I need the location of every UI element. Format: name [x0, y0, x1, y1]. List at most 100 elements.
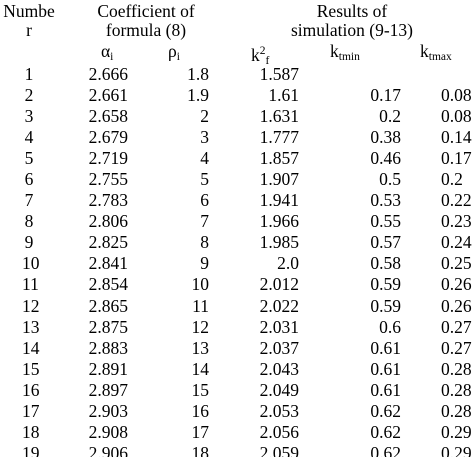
k2f-cell: 2.037 [259, 337, 299, 358]
alpha-cell: 2.783 [88, 190, 128, 211]
ktmax-cell: 0.27 [441, 337, 472, 358]
ktmax-cell: 0.08 [441, 85, 472, 106]
ktmax-cell: 0.22 [441, 190, 472, 211]
alpha-column-header: αi [101, 42, 113, 67]
alpha-cell: 2.755 [88, 169, 128, 190]
number-cell: 11 [22, 274, 39, 295]
table-row: 18 2.908 17 2.056 0.62 0.29 [0, 422, 474, 443]
k2f-cell: 1.587 [259, 64, 299, 84]
rho-cell: 11 [192, 295, 209, 316]
table-row: 1 2.666 1.8 1.587 [0, 64, 474, 85]
k2f-superscript: 2 [259, 45, 266, 57]
ktmax-cell: 0.29 [441, 421, 472, 442]
number-cell: 2 [24, 85, 34, 106]
k2f-cell: 1.941 [259, 190, 299, 211]
ktmin-subscript: tmin [338, 51, 360, 63]
rho-cell: 3 [200, 127, 209, 148]
k2f-cell: 1.907 [259, 169, 299, 190]
alpha-cell: 2.806 [88, 211, 128, 232]
ktmax-cell: 0.23 [441, 211, 472, 232]
ktmax-cell: 0.08 [441, 106, 472, 127]
ktmin-cell: 0.57 [370, 232, 401, 253]
rho-cell: 5 [200, 169, 209, 190]
alpha-cell: 2.908 [88, 421, 128, 442]
table-body: 1 2.666 1.8 1.587 2 2.661 1.9 1.61 0.17 … [0, 64, 474, 457]
table-row: 15 2.891 14 2.043 0.61 0.28 [0, 359, 474, 380]
alpha-cell: 2.875 [88, 316, 128, 337]
number-cell: 4 [24, 127, 34, 148]
number-cell: 7 [24, 190, 34, 211]
ktmin-cell: 0.61 [370, 379, 401, 400]
alpha-cell: 2.825 [88, 232, 128, 253]
alpha-cell: 2.658 [88, 106, 128, 127]
ktmax-cell: 0.17 [441, 148, 472, 169]
ktmin-cell: 0.53 [370, 190, 401, 211]
k2f-symbol: k [251, 45, 260, 65]
rho-cell: 6 [200, 190, 209, 211]
table-row: 19 2.906 18 2.059 0.62 0.29 [0, 443, 474, 457]
ktmin-cell: 0.61 [370, 358, 401, 379]
alpha-symbol: α [101, 41, 111, 61]
ktmax-cell: 0.26 [441, 295, 472, 316]
alpha-cell: 2.679 [88, 127, 128, 148]
number-header-line1: Numbe [3, 1, 55, 21]
rho-cell: 12 [191, 316, 210, 337]
rho-cell: 1.8 [187, 64, 209, 84]
number-cell: 1 [24, 64, 34, 84]
ktmin-cell: 0.2 [379, 106, 401, 127]
ktmin-cell: 0.62 [370, 421, 401, 442]
k2f-subscript: f [265, 55, 270, 67]
k2f-cell: 2.012 [259, 274, 299, 295]
k2f-column-header: k2f [251, 42, 269, 71]
alpha-cell: 2.906 [88, 442, 128, 457]
k2f-cell: 2.056 [259, 421, 299, 442]
rho-cell: 8 [200, 232, 209, 253]
number-cell: 10 [22, 253, 40, 274]
k2f-cell: 1.777 [259, 127, 299, 148]
k2f-cell: 1.61 [268, 85, 299, 106]
ktmin-cell: 0.61 [370, 337, 401, 358]
ktmax-cell: 0.25 [441, 253, 472, 274]
ktmin-cell: 0.62 [370, 442, 401, 457]
rho-cell: 14 [191, 358, 210, 379]
k2f-cell: 1.985 [259, 232, 299, 253]
ktmin-symbol: k [330, 41, 339, 61]
number-cell: 9 [24, 232, 34, 253]
table-row: 11 2.854 10 2.012 0.59 0.26 [0, 274, 474, 295]
table-row: 8 2.806 7 1.966 0.55 0.23 [0, 211, 474, 232]
number-cell: 8 [24, 211, 34, 232]
rho-cell: 16 [191, 400, 210, 421]
ktmax-cell: 0.26 [441, 274, 472, 295]
ktmin-cell: 0.55 [370, 211, 401, 232]
table-row: 3 2.658 2 1.631 0.2 0.08 [0, 106, 474, 127]
number-cell: 3 [24, 106, 34, 127]
rho-cell: 1.9 [187, 85, 209, 106]
rho-cell: 15 [191, 379, 210, 400]
alpha-cell: 2.897 [88, 379, 128, 400]
results-header-line2: simulation (9-13) [291, 20, 413, 40]
number-cell: 6 [24, 169, 34, 190]
ktmin-cell: 0.59 [370, 295, 401, 316]
k2f-cell: 2.031 [259, 316, 299, 337]
number-cell: 16 [22, 379, 40, 400]
number-column-header: Numbe r [0, 2, 64, 40]
k2f-cell: 2.059 [259, 442, 299, 457]
table-row: 16 2.897 15 2.049 0.61 0.28 [0, 380, 474, 401]
ktmin-cell: 0.6 [379, 316, 401, 337]
ktmax-cell: 0.2 [441, 169, 463, 190]
ktmax-column-header: ktmax [420, 42, 452, 67]
ktmax-symbol: k [420, 41, 429, 61]
ktmax-cell: 0.14 [441, 127, 472, 148]
alpha-cell: 2.719 [88, 148, 128, 169]
k2f-cell: 2.022 [259, 295, 299, 316]
alpha-cell: 2.661 [88, 85, 128, 106]
table-row: 6 2.755 5 1.907 0.5 0.2 [0, 169, 474, 190]
table-row: 17 2.903 16 2.053 0.62 0.28 [0, 401, 474, 422]
number-cell: 13 [22, 316, 40, 337]
rho-column-header: ρi [168, 42, 180, 67]
ktmax-cell: 0.29 [441, 442, 472, 457]
rho-cell: 4 [200, 148, 209, 169]
number-cell: 19 [22, 442, 40, 457]
ktmax-cell: 0.28 [441, 379, 472, 400]
results-header-line1: Results of [316, 1, 388, 21]
